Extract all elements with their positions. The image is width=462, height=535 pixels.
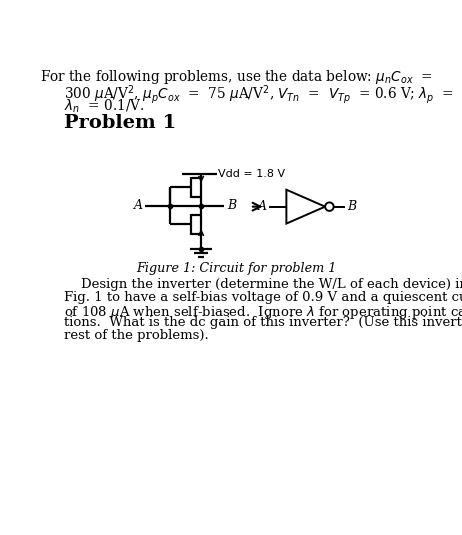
Text: $\lambda_n$  = 0.1/V.: $\lambda_n$ = 0.1/V. xyxy=(64,97,145,114)
Text: Figure 1: Circuit for problem 1: Figure 1: Circuit for problem 1 xyxy=(137,262,337,275)
Text: 300 $\mu$A/V$^2$, $\mu_p C_{ox}$  =  75 $\mu$A/V$^2$, $V_{Tn}$  =  $V_{Tp}$  = 0: 300 $\mu$A/V$^2$, $\mu_p C_{ox}$ = 75 $\… xyxy=(64,83,454,105)
Text: B: B xyxy=(227,200,236,212)
Text: of 108 $\mu$A when self-biased.  Ignore $\lambda$ for operating point calcula-: of 108 $\mu$A when self-biased. Ignore $… xyxy=(64,304,462,320)
Text: A: A xyxy=(134,200,143,212)
Text: B: B xyxy=(347,200,356,213)
Text: rest of the problems).: rest of the problems). xyxy=(64,329,209,342)
Text: Problem 1: Problem 1 xyxy=(64,114,176,132)
Text: tions.  What is the dc gain of this inverter?  (Use this inverter for the: tions. What is the dc gain of this inver… xyxy=(64,316,462,330)
Text: Fig. 1 to have a self-bias voltage of 0.9 V and a quiescent current: Fig. 1 to have a self-bias voltage of 0.… xyxy=(64,291,462,304)
Text: Vdd = 1.8 V: Vdd = 1.8 V xyxy=(218,169,286,179)
Text: A: A xyxy=(258,200,267,213)
Text: For the following problems, use the data below: $\mu_n C_{ox}$  =: For the following problems, use the data… xyxy=(40,68,433,86)
Text: Design the inverter (determine the W/L of each device) in: Design the inverter (determine the W/L o… xyxy=(64,278,462,291)
